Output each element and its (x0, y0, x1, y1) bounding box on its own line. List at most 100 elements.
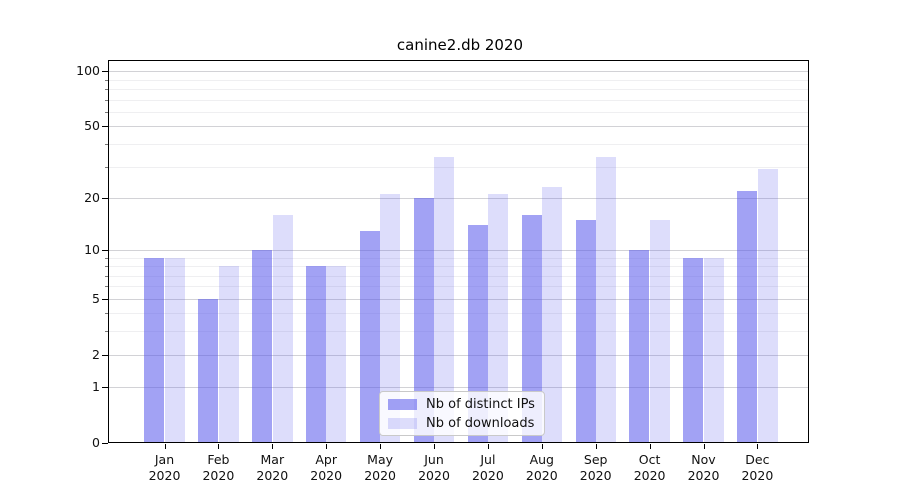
x-label-year: 2020 (471, 468, 504, 483)
y-tick-label: 100 (76, 63, 100, 79)
x-label-month: May (367, 452, 394, 467)
y-minor-tick (105, 79, 108, 81)
y-minor-tick (105, 143, 108, 145)
minor-gridline (109, 313, 809, 315)
x-label-month: Oct (638, 452, 661, 467)
y-minor-tick (105, 111, 108, 113)
x-label-year: 2020 (310, 468, 343, 483)
x-label-month: Jun (424, 452, 444, 467)
x-tick (757, 444, 759, 449)
major-gridline (109, 126, 809, 128)
bar-downloads (434, 156, 455, 443)
x-label-year: 2020 (148, 468, 181, 483)
bar-distinct-ips (629, 249, 650, 443)
x-tick-label: Oct 2020 (618, 452, 682, 484)
x-tick-label: Apr 2020 (294, 452, 358, 484)
minor-gridline (109, 79, 809, 81)
y-tick (102, 298, 108, 300)
x-label-year: 2020 (579, 468, 612, 483)
x-tick-label: Jul 2020 (456, 452, 520, 484)
minor-gridline (109, 89, 809, 91)
x-tick-label: Feb 2020 (186, 452, 250, 484)
minor-gridline (109, 266, 809, 268)
major-gridline (109, 249, 809, 251)
x-tick (326, 444, 328, 449)
minor-gridline (109, 286, 809, 288)
x-tick-label: Mar 2020 (240, 452, 304, 484)
bar-distinct-ips (683, 257, 704, 443)
legend-label-distinct-ips: Nb of distinct IPs (426, 396, 535, 412)
minor-gridline (109, 99, 809, 101)
bar-downloads (703, 257, 724, 443)
x-tick (434, 444, 435, 449)
x-label-year: 2020 (418, 468, 450, 483)
x-label-month: Nov (691, 452, 716, 467)
x-label-month: Jan (154, 452, 175, 467)
bar-downloads (649, 219, 670, 443)
x-label-year: 2020 (687, 468, 720, 483)
x-tick-label: Dec 2020 (725, 452, 789, 484)
major-gridline (109, 71, 809, 73)
minor-gridline (109, 257, 809, 259)
y-minor-tick (105, 286, 108, 288)
major-gridline (109, 387, 809, 389)
x-tick-label: Aug 2020 (510, 452, 574, 484)
y-minor-tick (105, 275, 108, 277)
bar-downloads (380, 194, 401, 443)
bar-distinct-ips (359, 230, 380, 443)
x-label-year: 2020 (633, 468, 666, 483)
x-tick (487, 444, 489, 449)
x-label-month: Apr (315, 452, 337, 467)
plot-border (108, 60, 809, 443)
x-label-year: 2020 (202, 468, 235, 483)
y-tick (102, 71, 108, 73)
bar-distinct-ips (737, 190, 758, 443)
legend-label-downloads: Nb of downloads (426, 415, 535, 431)
x-label-month: Feb (207, 452, 230, 467)
x-label-year: 2020 (741, 468, 774, 483)
y-minor-tick (105, 266, 108, 268)
x-label-month: Aug (529, 452, 554, 467)
legend-item-downloads: Nb of downloads (388, 416, 536, 431)
y-tick-label: 1 (92, 379, 100, 395)
x-label-month: Dec (745, 452, 770, 467)
bar-downloads (595, 156, 616, 443)
bar-downloads (488, 194, 509, 443)
x-label-year: 2020 (364, 468, 396, 483)
x-tick-label: May 2020 (348, 452, 412, 484)
minor-gridline (109, 275, 809, 277)
chart-title: canine2.db 2020 (396, 36, 524, 54)
major-gridline (109, 197, 809, 199)
x-tick (541, 444, 543, 449)
y-tick-label: 0 (92, 435, 100, 450)
x-tick (272, 444, 274, 449)
bar-distinct-ips (467, 224, 488, 443)
y-tick-label: 10 (84, 241, 100, 257)
minor-gridline (109, 331, 809, 333)
y-minor-tick (105, 331, 108, 333)
y-tick (102, 443, 108, 444)
y-tick-label: 5 (92, 290, 100, 306)
bar-distinct-ips (413, 197, 434, 443)
legend-swatch-distinct-ips (388, 398, 417, 410)
x-tick (164, 444, 166, 449)
x-tick-label: Sep 2020 (564, 452, 628, 484)
x-tick (595, 444, 597, 449)
legend-swatch-downloads (388, 417, 417, 429)
x-tick-label: Nov 2020 (672, 452, 736, 484)
bar-distinct-ips (521, 214, 542, 443)
y-tick (102, 126, 108, 128)
y-tick (102, 354, 108, 356)
x-label-month: Jul (480, 452, 496, 467)
x-tick (703, 444, 705, 449)
bar-downloads (218, 266, 239, 443)
x-label-year: 2020 (525, 468, 558, 483)
y-tick (102, 249, 108, 251)
bar-distinct-ips (252, 249, 273, 443)
major-gridline (109, 354, 809, 356)
bar-distinct-ips (575, 219, 596, 443)
y-tick (102, 387, 108, 389)
x-label-year: 2020 (256, 468, 289, 483)
y-minor-tick (105, 89, 108, 91)
